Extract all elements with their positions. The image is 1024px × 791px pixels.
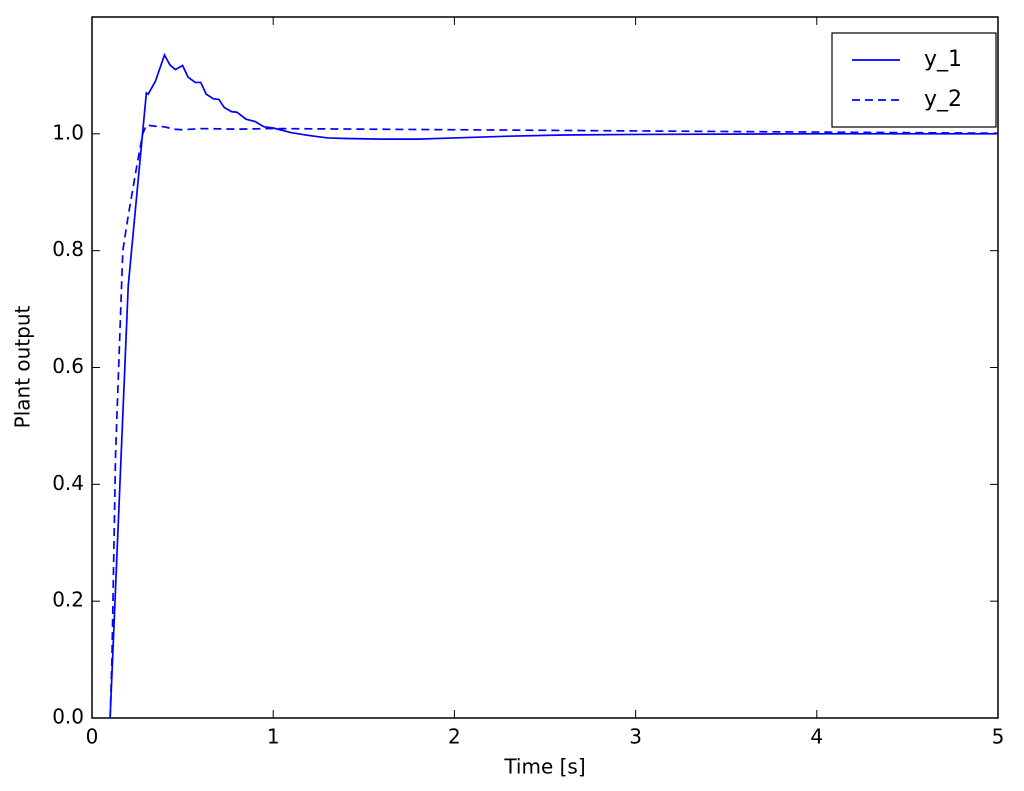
x-tick-label: 0 xyxy=(86,725,99,749)
y-tick-label: 0.0 xyxy=(52,705,84,729)
legend-label: y_1 xyxy=(924,47,962,72)
x-tick-label: 3 xyxy=(629,725,642,749)
y-axis-label: Plant output xyxy=(11,305,35,428)
x-tick-label: 1 xyxy=(267,725,280,749)
x-tick-label: 5 xyxy=(992,725,1005,749)
series-line xyxy=(109,124,999,719)
y-tick-label: 0.4 xyxy=(52,471,84,495)
legend-label: y_2 xyxy=(924,87,962,112)
legend-box xyxy=(831,32,997,128)
x-axis-label: Time [s] xyxy=(503,755,585,779)
y-tick-label: 0.6 xyxy=(52,354,84,378)
x-tick-label: 4 xyxy=(810,725,823,749)
y-tick-label: 1.0 xyxy=(52,120,84,144)
x-tick-label: 2 xyxy=(448,725,461,749)
y-tick-label: 0.8 xyxy=(52,237,84,261)
series-line xyxy=(109,52,998,719)
y-tick-label: 0.2 xyxy=(52,588,84,612)
